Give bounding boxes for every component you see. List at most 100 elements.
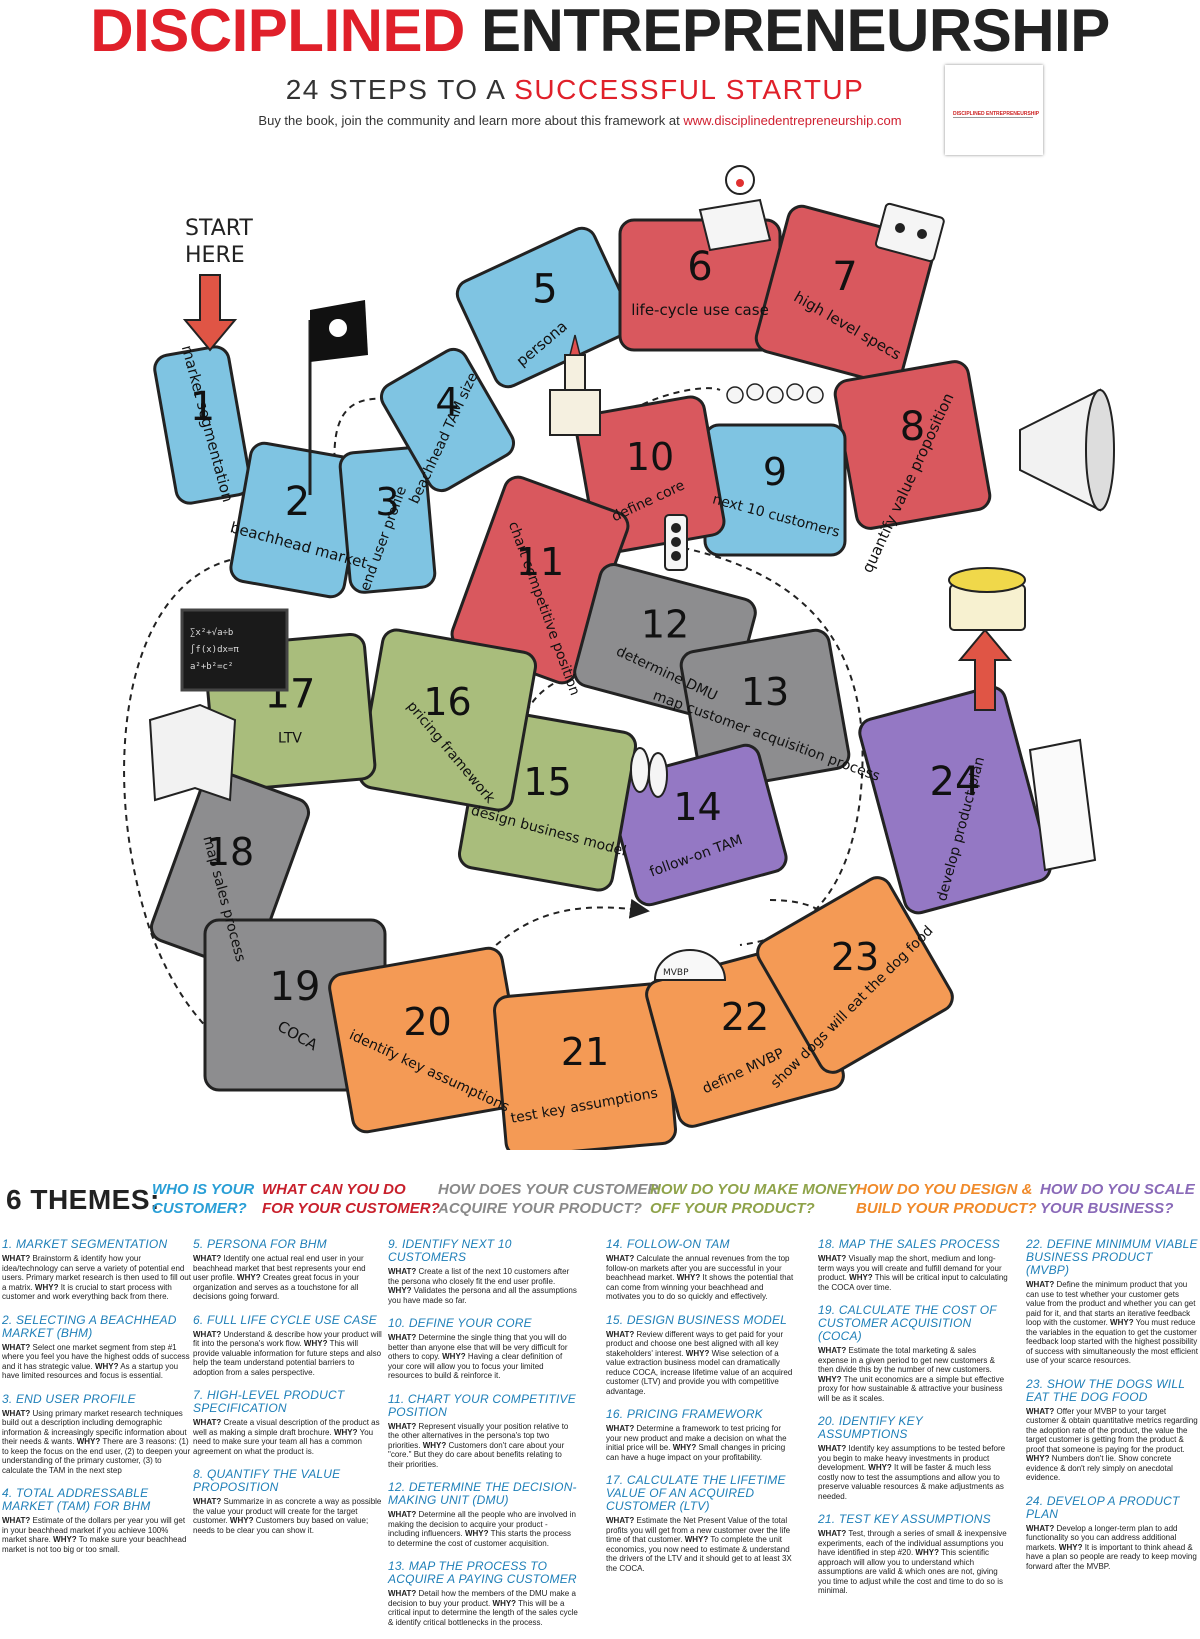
theme-who-is-customer: WHO IS YOUR CUSTOMER? xyxy=(152,1180,254,1218)
track-step-24 xyxy=(858,685,1052,915)
robot-icon xyxy=(874,202,945,263)
step-description-title: 4. TOTAL ADDRESSABLE MARKET (TAM) FOR BH… xyxy=(2,1486,151,1513)
step-number: 14 xyxy=(673,785,721,829)
why-label: WHY? xyxy=(1026,1454,1050,1463)
step-description-text: WHAT? Create a list of the next 10 custo… xyxy=(388,1267,578,1305)
theme-line: BUILD YOUR PRODUCT? xyxy=(856,1200,1037,1217)
step-description-title: 19. CALCULATE THE COST OF CUSTOMER ACQUI… xyxy=(818,1303,997,1343)
what-label: WHAT? xyxy=(606,1516,635,1525)
step-description-title: 3. END USER PROFILE xyxy=(2,1391,136,1406)
step-description: 21. TEST KEY ASSUMPTIONS WHAT? Test, thro… xyxy=(818,1513,1008,1596)
step-description-title: 14. FOLLOW-ON TAM xyxy=(606,1237,730,1251)
book-cover-line xyxy=(953,117,1033,118)
theme-line: HOW DO YOU MAKE MONEY xyxy=(650,1181,858,1198)
track-step-23 xyxy=(756,876,954,1074)
step-description-text: WHAT? Create a visual description of the… xyxy=(193,1418,383,1456)
theme-make-money: HOW DO YOU MAKE MONEY OFF YOUR PRODUCT? xyxy=(650,1180,857,1218)
step-description: 23. SHOW THE DOGS WILL EAT THE DOG FOOD W… xyxy=(1026,1377,1198,1483)
step-description-text: WHAT? Estimate of the dollars per year y… xyxy=(2,1516,192,1554)
description-column-4: 14. FOLLOW-ON TAM WHAT? Calculate the ann… xyxy=(606,1238,796,1585)
what-text: Offer your MVBP to your target customer … xyxy=(1026,1406,1198,1454)
what-text: Understand & describe how your product w… xyxy=(193,1329,382,1349)
step-description-text: WHAT? Estimate the Net Present Value of … xyxy=(606,1516,796,1573)
why-label: WHY? xyxy=(229,1516,254,1525)
what-label: WHAT? xyxy=(606,1254,635,1263)
why-label: WHY? xyxy=(1110,1318,1134,1327)
step-description-text: WHAT? Using primary market research tech… xyxy=(2,1409,192,1476)
step-description-title: 13. MAP THE PROCESS TO ACQUIRE A PAYING … xyxy=(388,1559,577,1586)
step-number: 24 xyxy=(930,759,981,805)
step-description-title: 7. HIGH-LEVEL PRODUCT SPECIFICATION xyxy=(193,1388,345,1415)
what-text: Using primary market research techniques… xyxy=(2,1408,187,1447)
step-number: 21 xyxy=(561,1030,609,1074)
tagline: Buy the book, join the community and lea… xyxy=(0,113,1160,128)
step-description: 16. PRICING FRAMEWORK WHAT? Determine a f… xyxy=(606,1408,796,1462)
title-black-part: ENTREPRENEURSHIP xyxy=(480,0,1110,64)
step-number: 5 xyxy=(532,267,557,313)
why-label: WHY? xyxy=(53,1535,77,1544)
what-label: WHAT? xyxy=(2,1342,31,1352)
svg-text:∫f(x)dx=π: ∫f(x)dx=π xyxy=(190,644,239,655)
why-text: You need to make sure your team all has … xyxy=(193,1427,374,1456)
subtitle-red-part: SUCCESSFUL STARTUP xyxy=(514,74,865,105)
step-description-text: WHAT? Offer your MVBP to your target cus… xyxy=(1026,1407,1198,1483)
dashed-connector xyxy=(479,898,650,961)
track-step-1 xyxy=(153,345,252,505)
step-description-title: 17. CALCULATE THE LIFETIME VALUE OF AN A… xyxy=(606,1473,786,1513)
why-label: WHY? xyxy=(868,1463,892,1472)
step-description: 8. QUANTIFY THE VALUE PROPOSITION WHAT? S… xyxy=(193,1468,383,1535)
what-text: Calculate the annual revenues from the t… xyxy=(606,1254,790,1282)
why-text: There are 3 reasons: (1) to keep the foc… xyxy=(2,1437,191,1475)
description-column-5: 18. MAP THE SALES PROCESS WHAT? Visually … xyxy=(818,1238,1008,1608)
what-text: Summarize in as concrete a way as possib… xyxy=(193,1497,382,1525)
why-text: This scientific approach will allow you … xyxy=(818,1548,1003,1595)
theme-line: ACQUIRE YOUR PRODUCT? xyxy=(438,1200,642,1217)
step-description-title: 21. TEST KEY ASSUMPTIONS xyxy=(818,1512,991,1526)
theme-line: HOW DO YOU SCALE xyxy=(1040,1181,1195,1198)
megaphone-icon xyxy=(1019,388,1115,512)
pirate-flag-icon xyxy=(308,300,368,495)
what-text: Estimate of the dollars per year you wil… xyxy=(2,1516,186,1544)
what-text: Determine the single thing that you will… xyxy=(388,1333,568,1361)
title-red-part: DISCIPLINED xyxy=(90,0,465,64)
why-text: It is crucial to start process with cust… xyxy=(2,1282,172,1302)
what-text: Determine all the people who are involve… xyxy=(388,1510,576,1538)
theme-line: YOUR BUSINESS? xyxy=(1040,1200,1174,1217)
step-number: 22 xyxy=(721,995,769,1039)
why-label: WHY? xyxy=(237,1273,261,1282)
step-description-text: WHAT? Review different ways to get paid … xyxy=(606,1330,796,1397)
what-text: Identify key assumptions to be tested be… xyxy=(818,1444,1006,1472)
what-text: Develop a longer-term plan to add functi… xyxy=(1026,1523,1178,1552)
step-description-text: WHAT? Brainstorm & identify how your ide… xyxy=(2,1254,192,1302)
what-text: Create a list of the next 10 customers a… xyxy=(388,1267,570,1286)
step-description: 4. TOTAL ADDRESSABLE MARKET (TAM) FOR BH… xyxy=(2,1487,192,1554)
why-text: The unit economics are a simple but effe… xyxy=(818,1374,1005,1403)
step-description: 6. FULL LIFE CYCLE USE CASE WHAT? Underst… xyxy=(193,1313,383,1378)
step-number: 23 xyxy=(831,935,879,979)
what-label: WHAT? xyxy=(818,1346,847,1355)
theme-line: OFF YOUR PRODUCT? xyxy=(650,1200,815,1217)
why-text: Validates the persona and all the assump… xyxy=(388,1286,577,1305)
track-step-4 xyxy=(379,347,516,493)
step-description-text: WHAT? Visually map the short, medium and… xyxy=(818,1254,1008,1292)
why-label: WHY? xyxy=(464,1529,489,1538)
step-description: 1. MARKET SEGMENTATION WHAT? Brainstorm &… xyxy=(2,1238,192,1302)
why-label: WHY? xyxy=(442,1352,466,1361)
theme-line: WHAT CAN YOU DO xyxy=(262,1181,406,1198)
step-label: LTV xyxy=(278,731,302,747)
what-text: Identify one actual real end user in you… xyxy=(193,1254,366,1282)
step-description-text: WHAT? Identify one actual real end user … xyxy=(193,1254,383,1302)
what-text: Define the minimum product that you can … xyxy=(1026,1280,1196,1327)
step-description-text: WHAT? Detail how the members of the DMU … xyxy=(388,1589,578,1627)
treasure-chest-icon xyxy=(948,567,1026,631)
step-number: 9 xyxy=(763,450,787,494)
why-label: WHY? xyxy=(492,1598,517,1608)
why-label: WHY? xyxy=(333,1427,358,1437)
why-label: WHY? xyxy=(303,1339,328,1348)
website-link[interactable]: www.disciplinedentrepreneurship.com xyxy=(683,113,902,128)
track-step-3 xyxy=(338,446,437,594)
step-description: 19. CALCULATE THE COST OF CUSTOMER ACQUI… xyxy=(818,1304,1008,1403)
step-description-text: WHAT? Summarize in as concrete a way as … xyxy=(193,1497,383,1535)
theme-scale-business: HOW DO YOU SCALE YOUR BUSINESS? xyxy=(1040,1180,1195,1218)
igloo-mvbp-icon: MVBP xyxy=(653,949,727,981)
